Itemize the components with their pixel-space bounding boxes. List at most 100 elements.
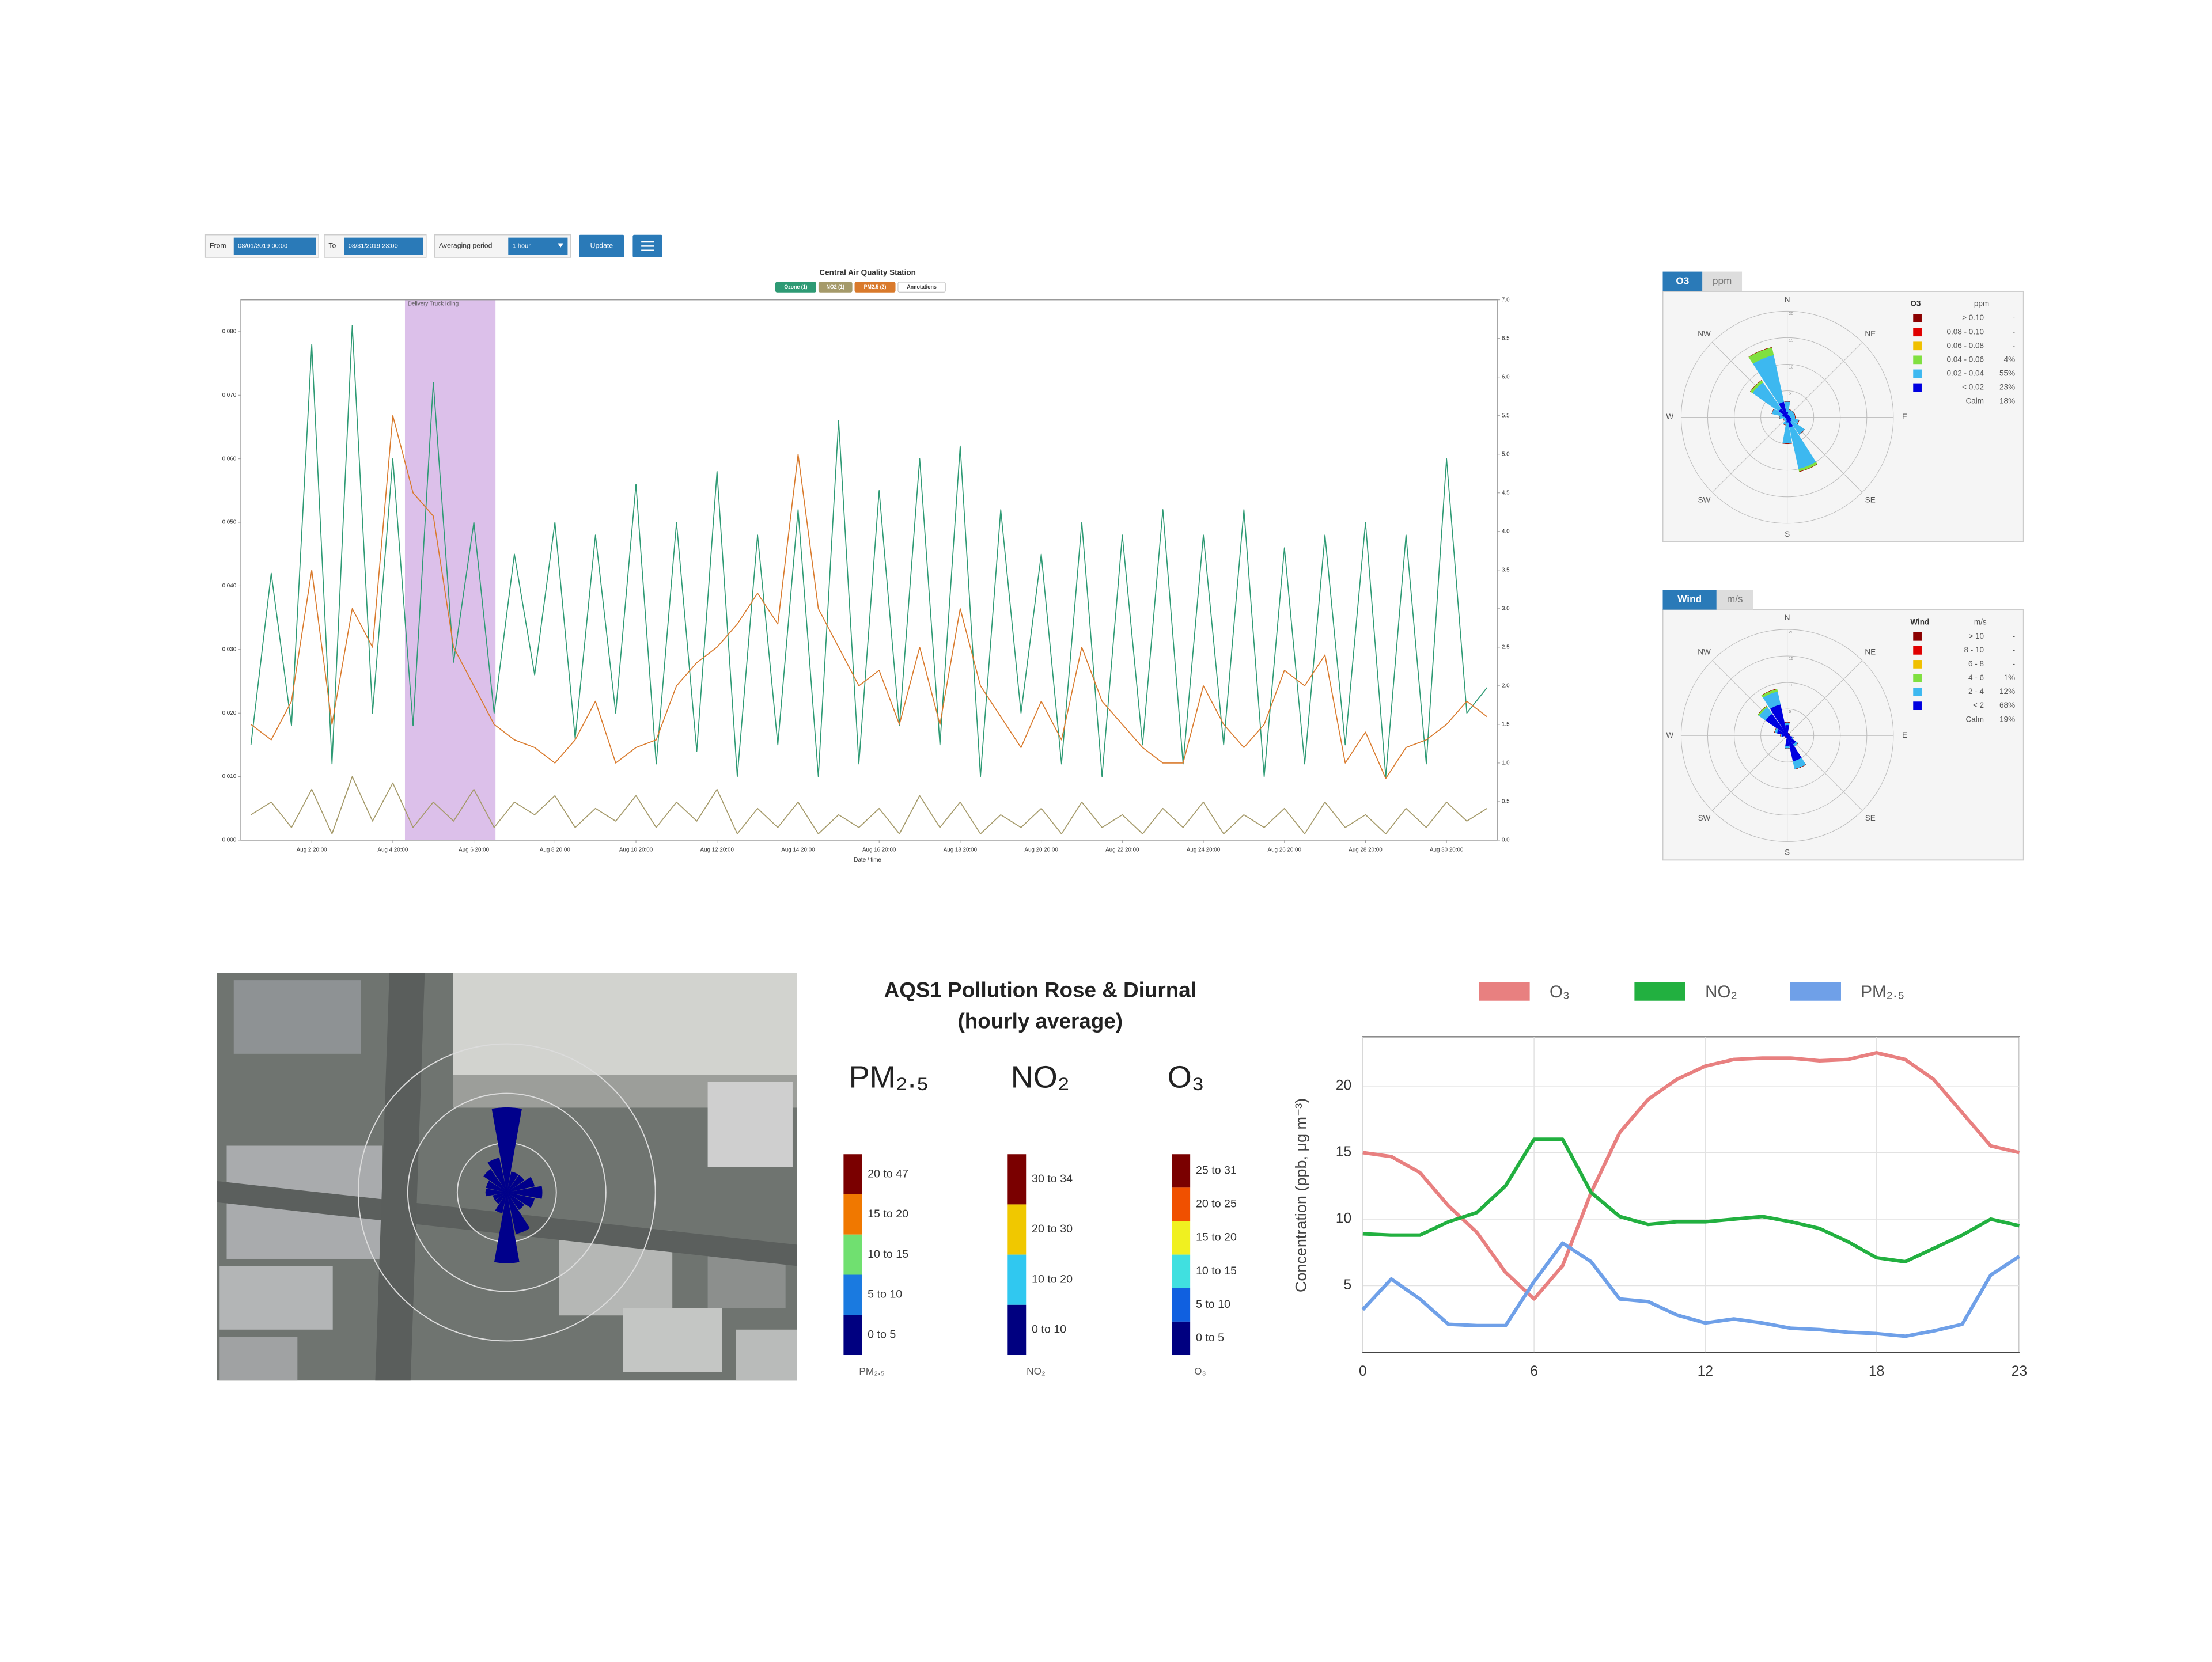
- scale-bin: [1172, 1154, 1191, 1188]
- scale-bin: [1172, 1288, 1191, 1322]
- scale-bin: [843, 1194, 862, 1235]
- legend-label[interactable]: Annotations: [907, 284, 937, 290]
- legend-swatch: [1913, 688, 1922, 696]
- direction-label: NW: [1698, 648, 1711, 657]
- petal: [506, 1174, 525, 1193]
- scale-label: 25 to 31: [1196, 1164, 1237, 1177]
- direction-label: SE: [1865, 814, 1876, 822]
- scale-header: O₃: [1168, 1060, 1205, 1094]
- y2-tick-label: 2.0: [1502, 682, 1510, 689]
- direction-label: W: [1666, 731, 1673, 739]
- scale-label: 0 to 5: [1196, 1331, 1224, 1344]
- y2-tick-label: 1.0: [1502, 760, 1510, 767]
- scale-bin: [1172, 1254, 1191, 1288]
- scale-label: 15 to 20: [1196, 1231, 1237, 1244]
- ring-label: 20: [1789, 311, 1793, 316]
- legend-label[interactable]: Ozone (1): [784, 284, 807, 290]
- legend-label: < 2: [1973, 701, 1984, 709]
- petal: [1783, 419, 1785, 421]
- o3-tab[interactable]: [1662, 271, 1703, 291]
- to-input[interactable]: [344, 237, 423, 255]
- direction-label: NW: [1698, 329, 1711, 338]
- legend-label: 2 - 4: [1968, 687, 1984, 696]
- x-tick-label: Aug 8 20:00: [540, 847, 570, 853]
- legend-chip[interactable]: [854, 282, 896, 293]
- petal: [1748, 347, 1772, 358]
- from-input[interactable]: [233, 237, 316, 255]
- legend-share: -: [2013, 313, 2016, 322]
- legend-swatch: [1479, 982, 1530, 1001]
- petal: [495, 1192, 507, 1213]
- legend-swatch: [1790, 982, 1841, 1001]
- scale-bin: [843, 1315, 862, 1356]
- legend-title: Wind: [1910, 617, 1929, 626]
- legend-swatch: [1913, 341, 1922, 351]
- petal: [506, 1192, 530, 1234]
- scale-header: PM₂.₅: [849, 1060, 929, 1094]
- legend-swatch: [1913, 646, 1922, 655]
- legend-label: < 0.02: [1962, 383, 1984, 392]
- update-button[interactable]: [579, 234, 624, 258]
- o3-unit-tab[interactable]: [1702, 271, 1743, 291]
- scale-caption: O₃: [1194, 1365, 1206, 1377]
- y2-tick-label: 0.0: [1502, 837, 1510, 844]
- legend-calm: Calm: [1966, 397, 1984, 405]
- scale-label: 0 to 5: [868, 1328, 896, 1341]
- x-tick-label: 0: [1359, 1364, 1367, 1379]
- to-value[interactable]: 08/31/2019 23:00: [349, 242, 398, 249]
- wind-unit-label[interactable]: m/s: [1727, 593, 1743, 605]
- scale-bin: [1172, 1321, 1191, 1356]
- direction-label: SE: [1865, 495, 1876, 504]
- scale-bin: [1007, 1254, 1027, 1305]
- y-tick-label: 0.020: [222, 710, 237, 716]
- scale-caption: PM₂.₅: [859, 1365, 884, 1377]
- wind-tab[interactable]: [1662, 590, 1717, 610]
- scale-label: 10 to 20: [1032, 1273, 1073, 1285]
- direction-label: N: [1785, 295, 1790, 303]
- y2-tick-label: 0.5: [1502, 799, 1510, 805]
- legend-label[interactable]: PM2.5 (2): [864, 284, 887, 290]
- wind-tab-label[interactable]: Wind: [1677, 593, 1702, 605]
- wind-unit-tab[interactable]: [1716, 590, 1753, 610]
- legend-chip[interactable]: [897, 282, 946, 293]
- legend-label: > 0.10: [1962, 313, 1984, 322]
- x-tick-label: Aug 28 20:00: [1349, 847, 1382, 853]
- scale-bin: [843, 1154, 862, 1194]
- direction-label: W: [1666, 412, 1673, 421]
- aerial-image: [217, 973, 797, 1381]
- direction-label: SW: [1698, 495, 1711, 504]
- petal: [491, 1107, 522, 1193]
- legend-swatch: [1913, 383, 1922, 392]
- y2-tick-label: 4.0: [1502, 528, 1510, 534]
- pollution-title: AQS1 Pollution Rose & Diurnal: [884, 978, 1196, 1002]
- averaging-value[interactable]: 1 hour: [513, 242, 531, 249]
- y-tick-label: 0.070: [222, 392, 237, 399]
- petal: [1789, 409, 1792, 411]
- annotation-label: Delivery Truck Idling: [408, 301, 459, 308]
- legend-label: PM₂.₅: [1861, 982, 1904, 1001]
- y2-tick-label: 5.0: [1502, 451, 1510, 457]
- update-label[interactable]: Update: [590, 242, 613, 250]
- petal: [1799, 429, 1805, 435]
- petal: [506, 1192, 535, 1208]
- y2-tick-label: 7.0: [1502, 297, 1510, 303]
- legend-chip[interactable]: [818, 282, 853, 293]
- from-value[interactable]: 08/01/2019 00:00: [238, 242, 287, 249]
- legend-swatch: [1913, 632, 1922, 641]
- x-tick-label: Aug 26 20:00: [1268, 847, 1302, 853]
- petal: [493, 1192, 507, 1201]
- legend-swatch: [1913, 314, 1922, 323]
- o3-tab-label[interactable]: O3: [1676, 275, 1689, 286]
- legend-swatch: [1913, 674, 1922, 682]
- legend-label: O₃: [1550, 982, 1570, 1001]
- legend-chip[interactable]: [775, 282, 816, 293]
- averaging-select[interactable]: [508, 237, 568, 255]
- x-tick-label: Aug 16 20:00: [862, 847, 896, 853]
- o3-unit-label[interactable]: ppm: [1713, 275, 1732, 286]
- petal: [1785, 746, 1790, 749]
- scale-bin: [1172, 1221, 1191, 1255]
- x-tick-label: Aug 4 20:00: [377, 847, 408, 853]
- legend-label[interactable]: NO2 (1): [827, 284, 844, 290]
